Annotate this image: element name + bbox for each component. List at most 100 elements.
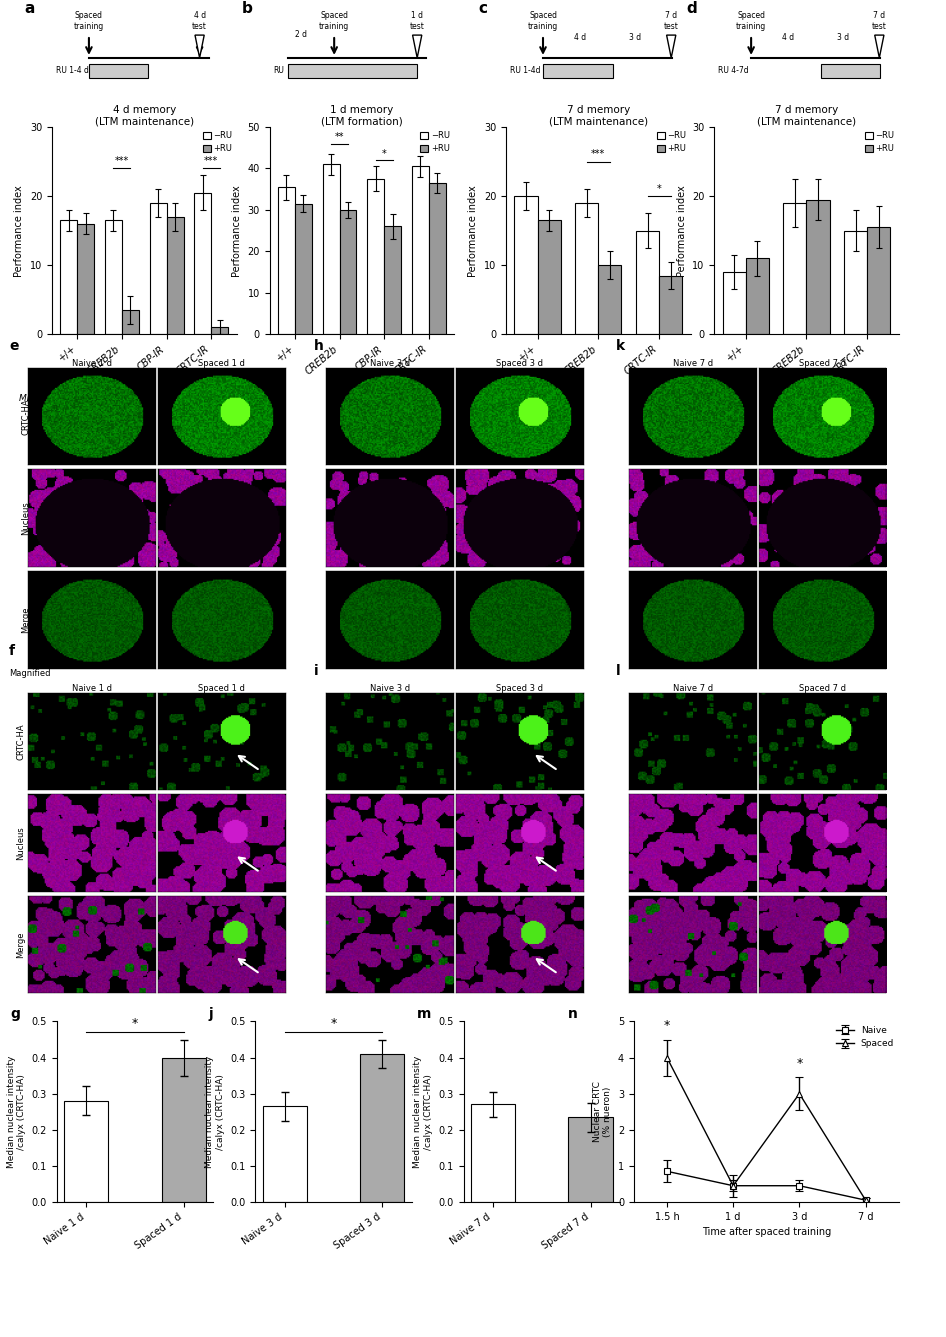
Bar (78, 223, 95, 334)
Title: Spaced 1 d: Spaced 1 d (199, 358, 245, 368)
Text: MBsw x: MBsw x (473, 393, 507, 402)
Text: *: * (664, 1019, 670, 1032)
Y-axis label: Merge: Merge (21, 607, 30, 632)
Text: *: * (657, 185, 661, 194)
Text: d: d (687, 1, 697, 16)
Text: MBsw x: MBsw x (236, 393, 271, 402)
Y-axis label: Nucleus: Nucleus (17, 826, 26, 860)
Bar (340, 210, 357, 334)
Bar (821, 63, 880, 78)
Title: Spaced 3 d: Spaced 3 d (497, 683, 543, 693)
Text: *: * (797, 1058, 802, 1070)
Bar (806, 199, 830, 334)
Text: *: * (382, 148, 387, 159)
Legend: −RU, +RU: −RU, +RU (657, 131, 687, 154)
Polygon shape (875, 35, 884, 57)
Bar (636, 230, 659, 334)
Text: 7 d
test: 7 d test (872, 12, 886, 31)
Title: 4 d memory
(LTM maintenance): 4 d memory (LTM maintenance) (95, 104, 194, 126)
Text: 4 d: 4 d (782, 33, 794, 43)
Title: Spaced 7 d: Spaced 7 d (799, 683, 846, 693)
Legend: −RU, +RU: −RU, +RU (202, 131, 233, 154)
Text: c: c (479, 1, 487, 16)
Bar (194, 193, 211, 334)
Text: RU: RU (273, 66, 284, 75)
Text: RU 1-4 d: RU 1-4 d (56, 66, 89, 75)
Y-axis label: Merge: Merge (17, 932, 26, 957)
Bar (295, 203, 312, 334)
Bar (844, 230, 867, 334)
Text: 4 d
test: 4 d test (192, 12, 207, 31)
Bar (211, 328, 228, 334)
Bar (278, 187, 295, 334)
Title: 7 d memory
(LTM maintenance): 7 d memory (LTM maintenance) (757, 104, 856, 126)
Text: Spaced
training: Spaced training (736, 12, 766, 31)
Bar (429, 183, 446, 334)
Y-axis label: Median nuclear intensity
/calyx (CRTC-HA): Median nuclear intensity /calyx (CRTC-HA… (413, 1055, 433, 1169)
Text: f: f (9, 644, 15, 658)
Bar (598, 265, 622, 334)
Y-axis label: Performance index: Performance index (14, 185, 25, 277)
Title: Naive 1 d: Naive 1 d (72, 358, 113, 368)
Bar (162, 1058, 206, 1202)
Text: ***: *** (204, 156, 219, 166)
Title: Naive 3 d: Naive 3 d (370, 358, 411, 368)
Text: 4 d: 4 d (574, 33, 586, 43)
Text: m: m (416, 1007, 431, 1021)
Bar (63, 1100, 108, 1202)
Y-axis label: Performance index: Performance index (676, 185, 687, 277)
Bar (105, 221, 122, 334)
Y-axis label: Median nuclear intensity
/calyx (CRTC-HA): Median nuclear intensity /calyx (CRTC-HA… (205, 1055, 225, 1169)
Text: 1 d
test: 1 d test (410, 12, 425, 31)
Title: 7 d memory
(LTM maintenance): 7 d memory (LTM maintenance) (549, 104, 648, 126)
Text: *: * (131, 1017, 138, 1031)
X-axis label: Time after spaced training: Time after spaced training (702, 1227, 831, 1237)
Y-axis label: Median nuclear intensity
/calyx (CRTC-HA): Median nuclear intensity /calyx (CRTC-HA… (7, 1055, 26, 1169)
Title: Naive 1 d: Naive 1 d (72, 683, 113, 693)
Bar (867, 227, 890, 334)
Y-axis label: Nucleus: Nucleus (21, 501, 30, 535)
Text: n: n (568, 1007, 577, 1021)
Text: a: a (25, 1, 35, 16)
Text: k: k (617, 340, 625, 353)
Text: Spaced
training: Spaced training (528, 12, 558, 31)
Text: l: l (617, 664, 621, 678)
Text: g: g (9, 1007, 20, 1021)
Text: RU 4-7d: RU 4-7d (718, 66, 748, 75)
Bar (543, 63, 613, 78)
Y-axis label: Performance index: Performance index (232, 185, 242, 277)
Text: Spaced
training: Spaced training (319, 12, 349, 31)
Bar (723, 273, 745, 334)
Title: Naive 3 d: Naive 3 d (370, 683, 411, 693)
Text: Magnified: Magnified (9, 668, 51, 678)
Text: RU 1-4d: RU 1-4d (510, 66, 540, 75)
Legend: Naive, Spaced: Naive, Spaced (835, 1025, 894, 1048)
Bar (745, 258, 769, 334)
Polygon shape (412, 35, 422, 57)
Text: 7 d
test: 7 d test (664, 12, 678, 31)
Bar (166, 217, 184, 334)
Text: Spaced
training: Spaced training (74, 12, 104, 31)
Text: MBsw x: MBsw x (681, 393, 715, 402)
Polygon shape (667, 35, 675, 57)
Title: Naive 7 d: Naive 7 d (673, 358, 713, 368)
Bar (149, 203, 166, 334)
Bar (575, 203, 598, 334)
Text: **: ** (335, 132, 344, 142)
Bar (470, 1104, 515, 1202)
Text: i: i (313, 664, 318, 678)
Bar (783, 203, 806, 334)
Bar (659, 275, 682, 334)
Title: Spaced 3 d: Spaced 3 d (497, 358, 543, 368)
Y-axis label: Nuclear CRTC
(% nueron): Nuclear CRTC (% nueron) (593, 1082, 612, 1142)
Title: Spaced 7 d: Spaced 7 d (799, 358, 846, 368)
Bar (412, 166, 429, 334)
Polygon shape (195, 35, 204, 57)
Bar (89, 63, 148, 78)
Text: 3 d: 3 d (629, 33, 641, 43)
Title: Spaced 1 d: Spaced 1 d (199, 683, 245, 693)
Bar (515, 197, 537, 334)
Y-axis label: CRTC-HA: CRTC-HA (17, 723, 26, 759)
Y-axis label: CRTC-HA: CRTC-HA (21, 398, 30, 435)
Bar (288, 63, 417, 78)
